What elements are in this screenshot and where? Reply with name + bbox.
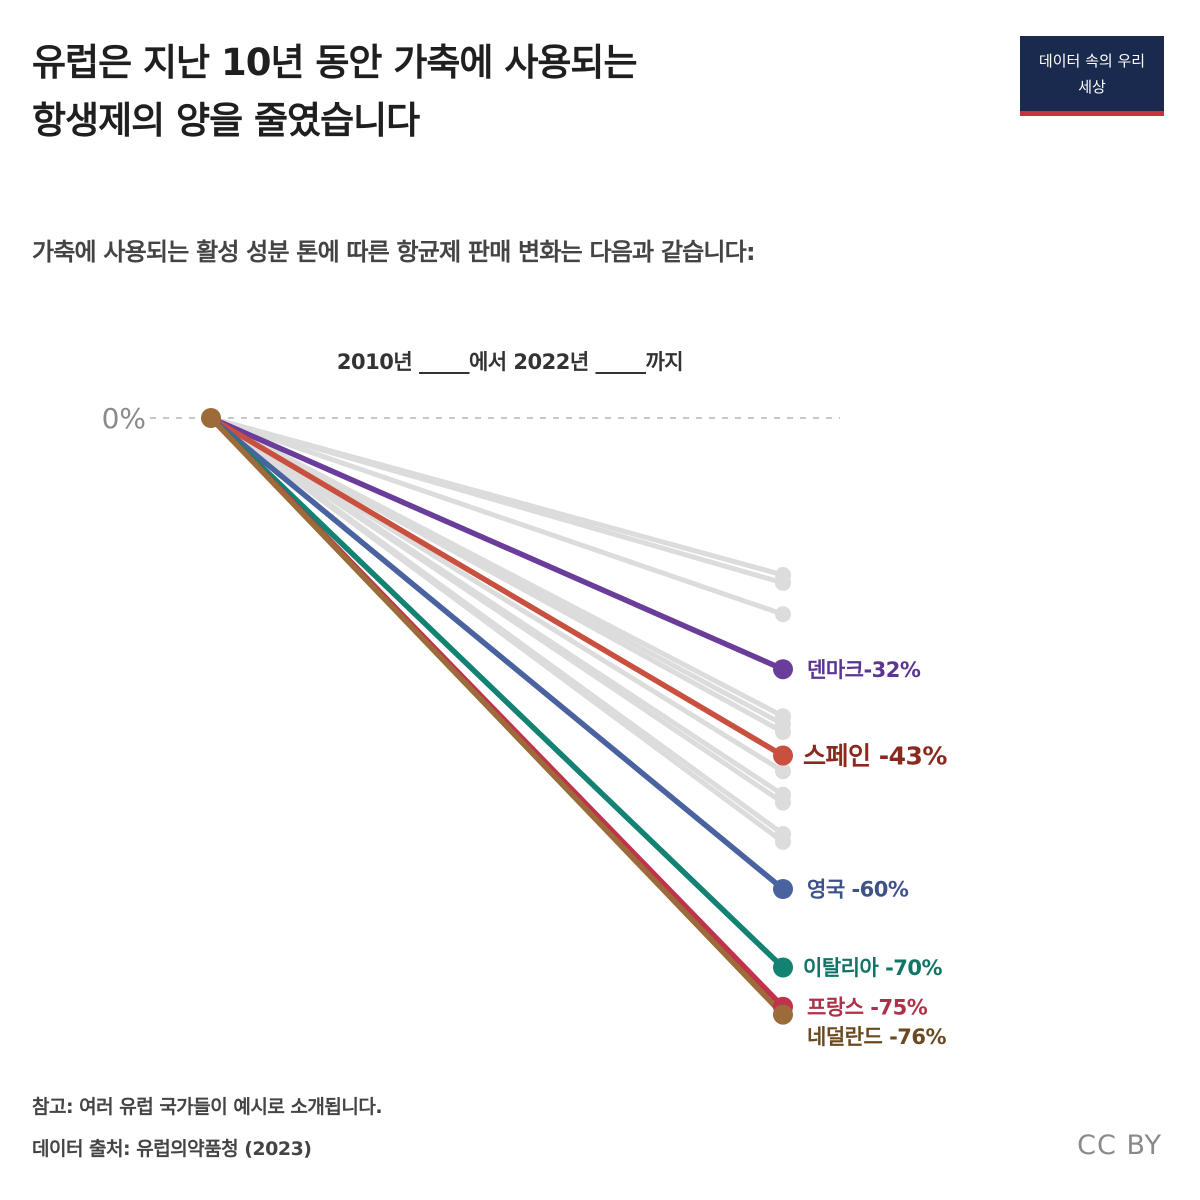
- background-series-point: [775, 763, 791, 780]
- background-series-point: [775, 833, 791, 850]
- background-series-line: [208, 415, 786, 586]
- background-series-line: [208, 415, 786, 806]
- series-end-point: [773, 957, 793, 978]
- series-end-label: 이탈리아 -70%: [803, 956, 943, 980]
- series-end-label: 네덜란드 -76%: [807, 1025, 947, 1049]
- chart-subtitle: 가축에 사용되는 활성 성분 톤에 따른 항균제 판매 변화는 다음과 같습니다…: [32, 238, 756, 266]
- background-series-line: [208, 415, 786, 845]
- background-series-line: [208, 415, 786, 735]
- background-series-point: [775, 724, 791, 740]
- background-series-line: [208, 415, 786, 617]
- series-end-label: 덴마크-32%: [807, 658, 921, 682]
- license-label[interactable]: CC BY: [1077, 1130, 1162, 1161]
- series-end-point: [773, 1004, 793, 1025]
- series-end-label: 영국 -60%: [807, 878, 909, 902]
- background-series-point: [775, 606, 791, 623]
- series-end-label: 프랑스 -75%: [807, 995, 928, 1019]
- series-start-point: [201, 408, 221, 428]
- logo-line-2: 세상: [1078, 78, 1106, 96]
- logo-line-1: 데이터 속의 우리: [1038, 52, 1146, 70]
- series-line: [208, 415, 786, 892]
- title-line-2: 항생제의 양을 줄였습니다: [32, 99, 420, 142]
- background-series-point: [775, 574, 791, 591]
- series-line: [208, 415, 786, 971]
- series-end-point: [773, 659, 793, 680]
- chart-title: 유럽은 지난 10년 동안 가축에 사용되는 항생제의 양을 줄였습니다: [32, 34, 932, 150]
- series-line: [208, 415, 786, 1018]
- publisher-logo[interactable]: 데이터 속의 우리 세상: [1020, 36, 1164, 116]
- background-series-point: [775, 794, 791, 811]
- series-end-point: [773, 745, 793, 766]
- series-end-point: [773, 879, 793, 899]
- data-source: 데이터 출처: 유럽의약품청 (2023): [32, 1138, 312, 1160]
- title-line-1: 유럽은 지난 10년 동안 가축에 사용되는: [32, 41, 638, 84]
- series-line: [208, 415, 786, 672]
- y-tick-label: 0%: [102, 402, 146, 435]
- series-line: [208, 415, 786, 759]
- chart-note: 참고: 여러 유럽 국가들이 예시로 소개됩니다.: [32, 1096, 383, 1118]
- series-end-label: 스페인 -43%: [803, 742, 947, 771]
- period-label: 2010년 _____에서 2022년 _____까지: [336, 350, 684, 374]
